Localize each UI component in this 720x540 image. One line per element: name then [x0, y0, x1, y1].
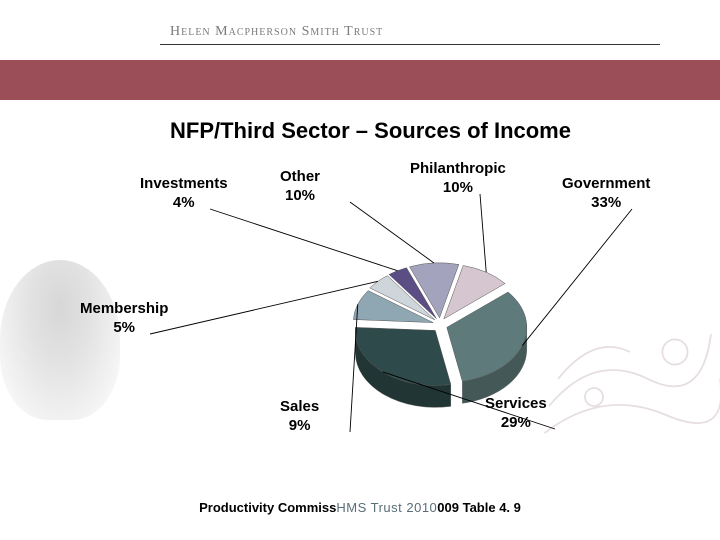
footer-overlay: HMS Trust 2010 [336, 500, 437, 515]
org-name: Helen Macpherson Smith Trust [170, 24, 383, 40]
slice-label-name: Government [562, 175, 650, 194]
slice-label-membership: Membership5% [80, 300, 168, 338]
slice-label-pct: 29% [485, 414, 547, 433]
slide-title: NFP/Third Sector – Sources of Income [170, 118, 571, 144]
footer-left: Productivity Commiss [199, 500, 336, 515]
slice-label-name: Membership [80, 300, 168, 319]
brand-band [0, 60, 720, 100]
pie-3d [300, 240, 520, 390]
slice-label-pct: 10% [280, 187, 320, 206]
slice-label-philanthropic: Philanthropic10% [410, 160, 506, 198]
slice-label-pct: 33% [562, 194, 650, 213]
income-pie-chart: Government33%Services29%Sales9%Membershi… [90, 160, 650, 460]
slice-label-pct: 10% [410, 179, 506, 198]
slide: Helen Macpherson Smith Trust NFP/Third S… [0, 0, 720, 540]
slice-label-other: Other10% [280, 168, 320, 206]
slice-label-pct: 4% [140, 194, 228, 213]
footer-right: 009 Table 4. 9 [437, 500, 521, 515]
slice-label-pct: 9% [280, 417, 319, 436]
slice-label-name: Sales [280, 398, 319, 417]
slice-label-pct: 5% [80, 319, 168, 338]
slice-label-investments: Investments4% [140, 175, 228, 213]
slice-label-government: Government33% [562, 175, 650, 213]
slice-label-name: Services [485, 395, 547, 414]
slice-label-sales: Sales9% [280, 398, 319, 436]
slice-label-services: Services29% [485, 395, 547, 433]
header-rule [160, 44, 660, 45]
source-footer: Productivity CommissHMS Trust 2010009 Ta… [0, 500, 720, 515]
slice-label-name: Other [280, 168, 320, 187]
slice-label-name: Investments [140, 175, 228, 194]
slice-label-name: Philanthropic [410, 160, 506, 179]
